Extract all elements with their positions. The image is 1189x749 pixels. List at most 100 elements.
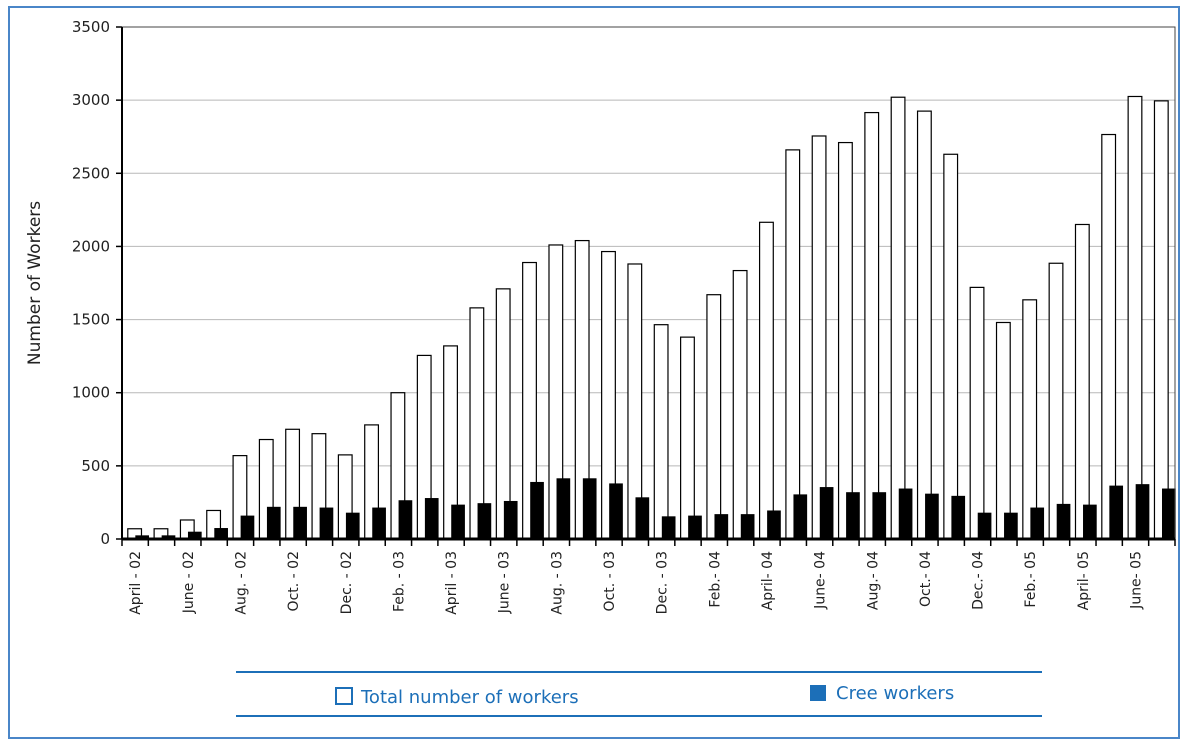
x-tick-label: Oct.- 04 — [918, 551, 934, 607]
bars — [127, 95, 1176, 540]
bar-cree-workers — [161, 535, 176, 539]
bar-cree-workers — [240, 515, 255, 539]
y-tick-label: 500 — [81, 457, 110, 475]
x-tick-label: June- 05 — [1129, 551, 1145, 610]
x-tick-label: Aug. - 03 — [549, 551, 565, 615]
bar-cree-workers — [688, 515, 702, 539]
x-tick-label: Dec. - 03 — [655, 551, 671, 614]
x-tick-label: June- 04 — [813, 551, 829, 610]
bar-cree-workers — [740, 514, 755, 539]
x-tick-label: Feb. - 03 — [391, 551, 407, 612]
x-tick-label: Aug.- 04 — [865, 551, 881, 610]
bar-total-workers — [969, 286, 985, 540]
bar-cree-workers — [187, 531, 202, 539]
bar-cree-workers — [898, 488, 913, 539]
y-tick-label: 1000 — [72, 384, 110, 402]
y-axis-ticks: 0 500 1000 1500 2000 2500 3000 3500 — [72, 18, 122, 548]
bar-cree-workers — [925, 493, 939, 539]
bar-total-workers — [811, 135, 827, 540]
bar-total-workers — [943, 153, 959, 540]
bar-cree-workers — [846, 492, 860, 539]
bar-cree-workers — [1004, 512, 1018, 539]
bar-cree-workers — [1135, 484, 1150, 539]
chart-frame — [8, 6, 1180, 739]
bar-cree-workers — [1109, 485, 1124, 539]
bar-total-workers — [1101, 133, 1117, 540]
y-tick-label: 0 — [100, 530, 110, 548]
y-axis-title: Number of Workers — [25, 201, 45, 365]
x-tick-label: Feb.- 04 — [707, 551, 723, 608]
bar-cree-workers — [635, 497, 650, 539]
bar-cree-workers — [661, 516, 676, 539]
legend-swatch-total — [335, 687, 353, 705]
x-tick-label: Oct. - 03 — [602, 551, 618, 611]
bar-total-workers — [1022, 299, 1038, 540]
bar-total-workers — [1127, 95, 1143, 540]
x-tick-label: Dec.- 04 — [971, 551, 987, 610]
bar-cree-workers — [1161, 488, 1176, 539]
bar-cree-workers — [477, 503, 492, 539]
bar-total-workers — [1153, 100, 1169, 540]
x-tick-label: April - 02 — [128, 551, 144, 615]
x-tick-label: June - 03 — [497, 551, 513, 614]
y-tick-label: 3500 — [72, 18, 110, 36]
bar-cree-workers — [1030, 507, 1045, 539]
y-tick-label: 2500 — [72, 164, 110, 182]
bar-total-workers — [732, 269, 748, 540]
bar-total-workers — [785, 149, 801, 540]
bar-cree-workers — [951, 495, 966, 539]
x-axis-ticks: April - 02 June - 02 Aug. - 02 Oct. - 02 Dec… — [121, 539, 1176, 615]
bar-cree-workers — [556, 478, 571, 539]
x-tick-label: Feb.- 05 — [1023, 551, 1039, 608]
bar-cree-workers — [319, 507, 334, 539]
y-tick-label: 3000 — [72, 91, 110, 109]
bar-cree-workers — [872, 492, 887, 539]
bar-cree-workers — [345, 512, 360, 539]
x-tick-label: Oct. - 02 — [286, 551, 302, 611]
bar-cree-workers — [977, 512, 992, 539]
x-tick-label: April- 04 — [760, 551, 776, 610]
legend-label-total: Total number of workers — [360, 687, 579, 708]
plot-area-border — [121, 26, 1176, 540]
bar-cree-workers — [714, 514, 729, 539]
bar-cree-workers — [503, 500, 518, 539]
legend: Total number of workers Cree workers — [236, 671, 1042, 717]
bar-total-workers — [890, 96, 906, 540]
bar-cree-workers — [609, 483, 623, 539]
bar-total-workers — [1074, 223, 1090, 540]
gridlines — [122, 26, 1175, 467]
bar-cree-workers — [424, 498, 439, 539]
bar-cree-workers — [1083, 504, 1097, 539]
bar-cree-workers — [398, 500, 413, 539]
x-tick-label: June - 02 — [181, 551, 197, 614]
axes — [121, 26, 1176, 541]
bar-total-workers — [758, 221, 774, 540]
x-tick-label: Aug. - 02 — [233, 551, 249, 615]
bar-cree-workers — [530, 481, 544, 539]
bar-cree-workers — [1056, 503, 1071, 539]
bar-total-workers — [680, 336, 695, 540]
bar-cree-workers — [293, 506, 307, 539]
bar-total-workers — [864, 111, 880, 540]
legend-swatch-cree — [810, 685, 826, 701]
legend-label-cree: Cree workers — [836, 683, 954, 704]
bar-total-workers — [1048, 262, 1064, 540]
bar-cree-workers — [793, 494, 808, 539]
bar-cree-workers — [214, 528, 228, 539]
bar-total-workers — [995, 321, 1011, 540]
bar-cree-workers — [266, 506, 281, 539]
bar-cree-workers — [582, 478, 597, 539]
bar-cree-workers — [135, 535, 150, 539]
bar-total-workers — [916, 110, 932, 540]
bar-cree-workers — [767, 510, 781, 539]
y-tick-label: 1500 — [72, 311, 110, 329]
y-tick-label: 2000 — [72, 237, 110, 255]
bar-total-workers — [837, 141, 853, 540]
bar-total-workers — [653, 324, 669, 540]
x-tick-label: April - 03 — [444, 551, 460, 615]
bar-cree-workers — [451, 504, 465, 539]
bar-total-workers — [706, 294, 722, 540]
x-tick-label: Dec. - 02 — [339, 551, 355, 614]
x-tick-label: April- 05 — [1076, 551, 1092, 610]
